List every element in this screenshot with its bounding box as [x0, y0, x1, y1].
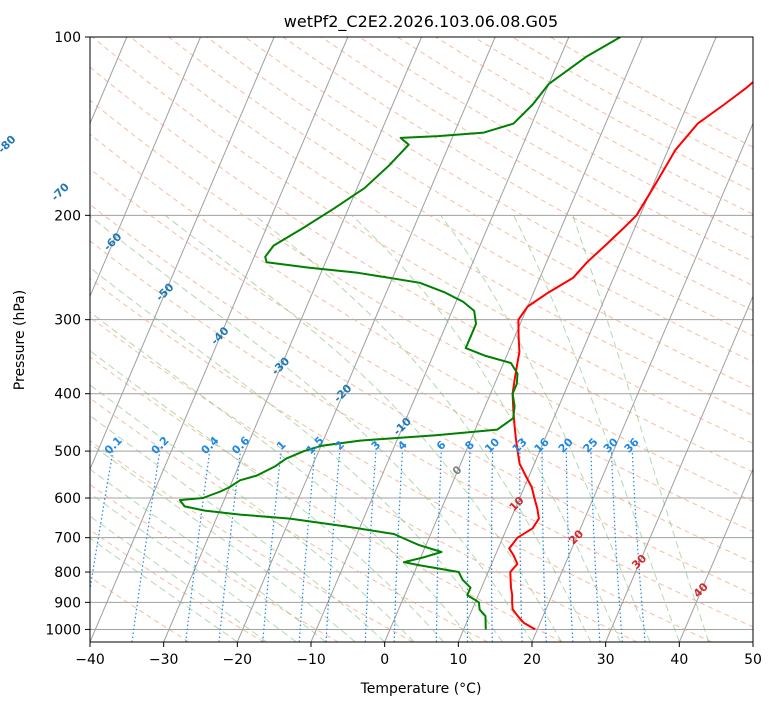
dry-adiabat: [282, 37, 753, 312]
x-tick-label: 10: [449, 652, 467, 668]
x-tick-label: −40: [75, 652, 105, 668]
mixing-ratio-line: [131, 451, 161, 642]
isotherm: [236, 37, 496, 642]
y-tick-label: 300: [54, 313, 81, 329]
y-axis: 100 200 300 400 500 600 700 800 900 1000: [45, 30, 90, 638]
x-tick-label: 40: [670, 652, 688, 668]
x-tick-label: 20: [523, 652, 541, 668]
x-tick-label: 0: [380, 652, 389, 668]
x-axis: −40 −30 −20 −10 0 10 20 30 40 50: [75, 642, 762, 668]
y-tick-label: 500: [54, 444, 81, 460]
y-tick-label: 600: [54, 491, 81, 507]
background-lines: [90, 37, 753, 642]
dry-adiabat: [90, 66, 753, 473]
isotherm: [678, 467, 753, 642]
moist-adiabat: [440, 215, 651, 642]
isotherm: [163, 37, 422, 642]
y-tick-label: 200: [54, 208, 81, 224]
x-tick-label: −30: [149, 652, 179, 668]
moist-adiabat: [351, 214, 621, 642]
moist-adiabat: [90, 215, 533, 642]
mixing-ratio-line: [218, 451, 242, 642]
isotherm: [90, 37, 349, 642]
mixing-ratio-line: [185, 451, 211, 642]
isotherm: [457, 37, 717, 642]
x-tick-label: 50: [744, 652, 762, 668]
y-tick-label: 900: [54, 595, 81, 611]
dry-adiabat: [130, 37, 753, 417]
x-tick-label: −10: [296, 652, 326, 668]
isotherm: [90, 37, 201, 298]
moist-adiabat: [90, 415, 386, 642]
isotherm: [310, 37, 570, 642]
moist-adiabat: [254, 214, 592, 642]
dry-adiabat: [90, 483, 339, 642]
y-axis-label: Pressure (hPa): [12, 290, 28, 390]
dry-adiabat: [90, 356, 563, 642]
moist-adiabat: [90, 267, 503, 642]
y-tick-label: 700: [54, 531, 81, 547]
mixing-ratio-line: [298, 451, 316, 642]
y-tick-label: 800: [54, 565, 81, 581]
dry-adiabat: [90, 133, 753, 533]
moist-adiabat: [164, 214, 562, 642]
moist-adiabat: [513, 215, 680, 642]
isotherm: [605, 295, 753, 642]
moist-adiabat: [90, 350, 444, 642]
dry-adiabat: [90, 168, 753, 563]
x-tick-label: −20: [223, 652, 253, 668]
y-tick-label: 100: [54, 30, 81, 46]
moist-adiabat: [572, 215, 710, 642]
mixing-ratio-line: [262, 451, 282, 642]
isotherm: [90, 37, 275, 471]
x-axis-label: Temperature (°C): [360, 681, 482, 697]
moist-adiabat: [90, 442, 356, 642]
y-tick-label: 400: [54, 387, 81, 403]
isotherm: [384, 37, 643, 642]
chart-title: wetPf2_C2E2.2026.103.06.08.G05: [284, 12, 558, 32]
dry-adiabat: [90, 203, 753, 595]
mixing-ratio-line: [90, 450, 114, 594]
plot-frame: [89, 36, 754, 643]
isotherm: [531, 122, 753, 642]
dry-adiabat: [206, 37, 753, 363]
y-tick-label: 1000: [45, 622, 81, 638]
dry-adiabat: [90, 240, 753, 628]
mixing-ratio-line: [631, 451, 646, 642]
profile-lines: [178, 37, 753, 631]
dewpoint-line: [178, 37, 621, 630]
moist-adiabat: [90, 311, 474, 642]
x-tick-label: 30: [597, 652, 615, 668]
dry-adiabat: [90, 397, 488, 642]
moist-adiabat: [90, 468, 327, 642]
